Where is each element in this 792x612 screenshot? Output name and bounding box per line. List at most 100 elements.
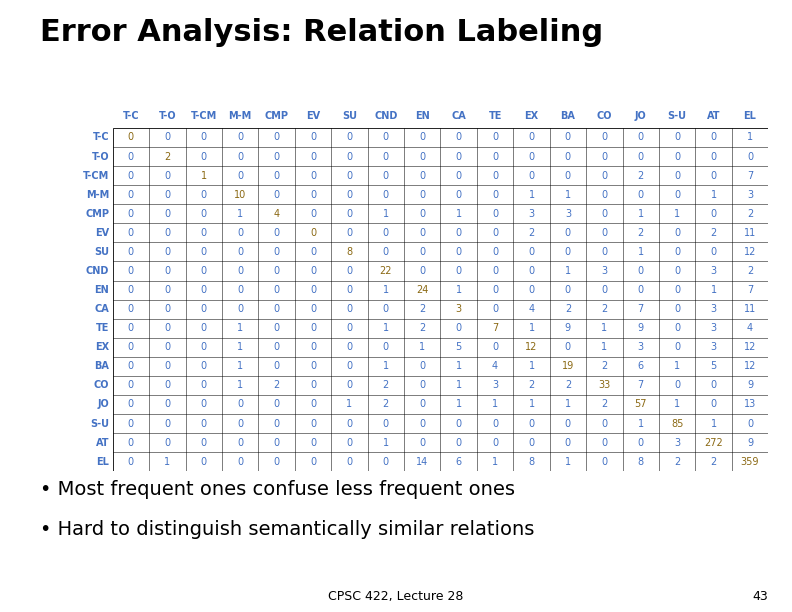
Text: 0: 0 <box>346 438 352 447</box>
Text: 0: 0 <box>528 266 535 276</box>
Text: 10: 10 <box>234 190 246 200</box>
Text: 0: 0 <box>200 323 207 333</box>
Text: CA: CA <box>451 111 466 121</box>
Text: 0: 0 <box>455 171 462 181</box>
Text: 7: 7 <box>638 304 644 314</box>
Text: 1: 1 <box>419 342 425 353</box>
Text: T-CM: T-CM <box>191 111 217 121</box>
Text: 0: 0 <box>273 457 280 467</box>
Text: CND: CND <box>86 266 109 276</box>
Text: 0: 0 <box>164 247 170 257</box>
Text: 1: 1 <box>528 190 535 200</box>
Text: 0: 0 <box>565 438 571 447</box>
Text: 12: 12 <box>744 247 756 257</box>
Text: 0: 0 <box>273 266 280 276</box>
Text: 0: 0 <box>419 266 425 276</box>
Text: 2: 2 <box>419 323 425 333</box>
Text: 1: 1 <box>710 285 717 295</box>
Text: 0: 0 <box>310 323 316 333</box>
Text: 0: 0 <box>492 171 498 181</box>
Text: 0: 0 <box>674 381 680 390</box>
Text: 2: 2 <box>674 457 680 467</box>
Text: 0: 0 <box>674 171 680 181</box>
Text: 13: 13 <box>744 400 756 409</box>
Text: 0: 0 <box>273 247 280 257</box>
Text: 0: 0 <box>383 247 389 257</box>
Text: 0: 0 <box>164 304 170 314</box>
Text: CO: CO <box>596 111 612 121</box>
Text: 1: 1 <box>383 209 389 218</box>
Text: 3: 3 <box>710 304 717 314</box>
Text: 0: 0 <box>455 247 462 257</box>
Text: 1: 1 <box>237 323 243 333</box>
Text: 9: 9 <box>638 323 644 333</box>
Text: 0: 0 <box>273 342 280 353</box>
Text: 0: 0 <box>419 400 425 409</box>
Text: 0: 0 <box>128 266 134 276</box>
Text: 0: 0 <box>310 152 316 162</box>
Text: 0: 0 <box>528 285 535 295</box>
Text: 0: 0 <box>237 285 243 295</box>
Text: 3: 3 <box>528 209 535 218</box>
Text: M-M: M-M <box>86 190 109 200</box>
Text: 0: 0 <box>310 228 316 238</box>
Text: 0: 0 <box>237 438 243 447</box>
Text: 0: 0 <box>164 228 170 238</box>
Text: 1: 1 <box>237 381 243 390</box>
Text: 0: 0 <box>638 438 644 447</box>
Text: 0: 0 <box>346 228 352 238</box>
Text: • Hard to distinguish semantically similar relations: • Hard to distinguish semantically simil… <box>40 520 534 539</box>
Text: 4: 4 <box>273 209 280 218</box>
Text: 2: 2 <box>601 361 607 371</box>
Text: 3: 3 <box>455 304 462 314</box>
Text: 0: 0 <box>528 438 535 447</box>
Text: 0: 0 <box>346 132 352 143</box>
Text: Error Analysis: Relation Labeling: Error Analysis: Relation Labeling <box>40 18 603 47</box>
Text: 0: 0 <box>528 419 535 428</box>
Text: 0: 0 <box>492 190 498 200</box>
Text: 0: 0 <box>128 152 134 162</box>
Text: 12: 12 <box>525 342 538 353</box>
Text: 4: 4 <box>747 323 753 333</box>
Text: 0: 0 <box>383 419 389 428</box>
Text: 1: 1 <box>565 457 571 467</box>
Text: 7: 7 <box>638 381 644 390</box>
Text: 11: 11 <box>744 304 756 314</box>
Text: 2: 2 <box>273 381 280 390</box>
Text: 1: 1 <box>346 400 352 409</box>
Text: 7: 7 <box>747 171 753 181</box>
Text: 1: 1 <box>492 400 498 409</box>
Text: 0: 0 <box>273 171 280 181</box>
Text: 0: 0 <box>273 228 280 238</box>
Text: 2: 2 <box>565 304 571 314</box>
Text: 3: 3 <box>601 266 607 276</box>
Text: 9: 9 <box>747 381 753 390</box>
Text: 0: 0 <box>128 304 134 314</box>
Text: 0: 0 <box>273 361 280 371</box>
Text: 0: 0 <box>601 152 607 162</box>
Text: 0: 0 <box>310 190 316 200</box>
Text: 0: 0 <box>674 285 680 295</box>
Text: 0: 0 <box>383 342 389 353</box>
Text: 3: 3 <box>565 209 571 218</box>
Text: 0: 0 <box>164 381 170 390</box>
Text: BA: BA <box>94 361 109 371</box>
Text: 0: 0 <box>455 438 462 447</box>
Text: 0: 0 <box>565 419 571 428</box>
Text: 9: 9 <box>565 323 571 333</box>
Text: 0: 0 <box>710 132 717 143</box>
Text: 2: 2 <box>528 228 535 238</box>
Text: 4: 4 <box>492 361 498 371</box>
Text: 0: 0 <box>419 361 425 371</box>
Text: 0: 0 <box>200 190 207 200</box>
Text: 24: 24 <box>416 285 428 295</box>
Text: 0: 0 <box>601 228 607 238</box>
Text: 0: 0 <box>346 361 352 371</box>
Text: 0: 0 <box>237 419 243 428</box>
Text: SU: SU <box>94 247 109 257</box>
Text: 1: 1 <box>455 285 462 295</box>
Text: CPSC 422, Lecture 28: CPSC 422, Lecture 28 <box>329 590 463 603</box>
Text: 0: 0 <box>601 438 607 447</box>
Text: 0: 0 <box>310 457 316 467</box>
Text: 0: 0 <box>674 342 680 353</box>
